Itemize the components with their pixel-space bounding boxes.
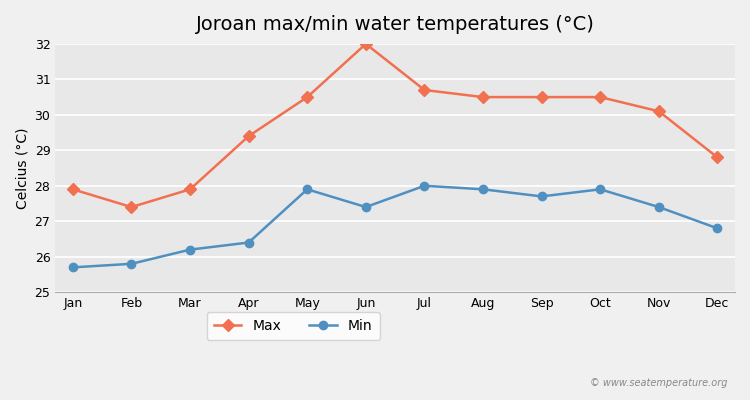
Min <box>303 187 312 192</box>
Min <box>362 205 370 210</box>
Min <box>185 247 194 252</box>
Max <box>185 187 194 192</box>
Max <box>420 88 429 92</box>
Min <box>420 183 429 188</box>
Min <box>127 262 136 266</box>
Line: Max: Max <box>69 40 722 211</box>
Legend: Max, Min: Max, Min <box>207 312 380 340</box>
Min <box>713 226 722 231</box>
Max <box>478 95 488 100</box>
Max <box>713 155 722 160</box>
Min <box>478 187 488 192</box>
Max <box>537 95 546 100</box>
Min <box>68 265 77 270</box>
Max <box>244 134 254 138</box>
Min <box>537 194 546 199</box>
Max <box>303 95 312 100</box>
Max <box>127 205 136 210</box>
Max <box>68 187 77 192</box>
Y-axis label: Celcius (°C): Celcius (°C) <box>15 127 29 209</box>
Min <box>654 205 663 210</box>
Max <box>596 95 604 100</box>
Min <box>244 240 254 245</box>
Min <box>596 187 604 192</box>
Title: Joroan max/min water temperatures (°C): Joroan max/min water temperatures (°C) <box>196 15 595 34</box>
Max <box>362 42 370 46</box>
Line: Min: Min <box>69 182 722 272</box>
Text: © www.seatemperature.org: © www.seatemperature.org <box>590 378 728 388</box>
Max <box>654 109 663 114</box>
